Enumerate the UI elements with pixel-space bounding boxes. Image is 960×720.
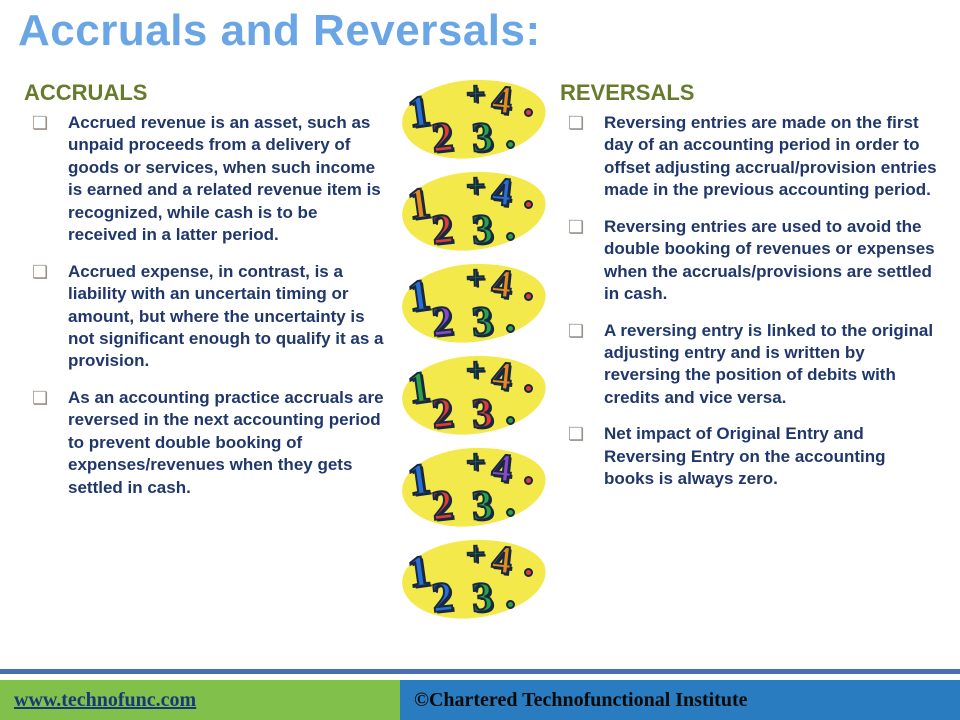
reversals-heading: REVERSALS [560, 80, 940, 106]
reversals-list: Reversing entries are made on the first … [560, 112, 940, 491]
list-item: A reversing entry is linked to the origi… [560, 320, 940, 410]
footer-url-cell: www.technofunc.com [0, 680, 400, 720]
footer-link[interactable]: www.technofunc.com [14, 689, 196, 712]
accruals-list: Accrued revenue is an asset, such as unp… [24, 112, 384, 499]
slide: Accruals and Reversals: ACCRUALS Accrued… [0, 0, 960, 720]
footer-divider [0, 669, 960, 674]
clipart-column: 12 3+ 4 12 3+ 4 12 3+ 4 12 3+ 4 12 3+ 4 [396, 74, 552, 634]
numbers-clipart-icon: 12 3+ 4 [396, 534, 552, 624]
list-item: As an accounting practice accruals are r… [24, 387, 384, 499]
list-item: Accrued expense, in contrast, is a liabi… [24, 261, 384, 373]
numbers-clipart-icon: 12 3+ 4 [396, 350, 552, 440]
list-item: Net impact of Original Entry and Reversi… [560, 423, 940, 490]
numbers-clipart-icon: 12 3+ 4 [396, 74, 552, 164]
list-item: Reversing entries are used to avoid the … [560, 216, 940, 306]
accruals-heading: ACCRUALS [24, 80, 384, 106]
footer: www.technofunc.com ©Chartered Technofunc… [0, 680, 960, 720]
numbers-clipart-icon: 12 3+ 4 [396, 442, 552, 532]
list-item: Accrued revenue is an asset, such as unp… [24, 112, 384, 247]
accruals-column: ACCRUALS Accrued revenue is an asset, su… [24, 80, 384, 513]
reversals-column: REVERSALS Reversing entries are made on … [560, 80, 940, 505]
footer-org: ©Chartered Technofunctional Institute [400, 680, 960, 720]
numbers-clipart-icon: 12 3+ 4 [396, 166, 552, 256]
list-item: Reversing entries are made on the first … [560, 112, 940, 202]
numbers-clipart-icon: 12 3+ 4 [396, 258, 552, 348]
page-title: Accruals and Reversals: [18, 6, 541, 56]
